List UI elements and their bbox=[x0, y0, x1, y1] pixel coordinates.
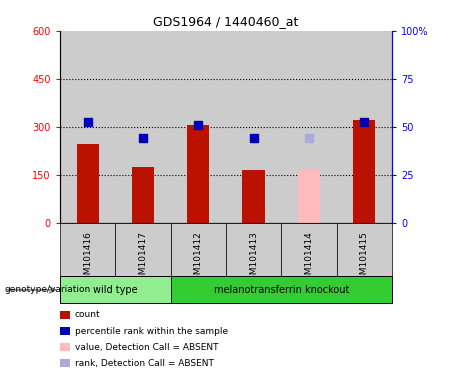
FancyBboxPatch shape bbox=[171, 223, 226, 276]
Point bbox=[305, 135, 313, 141]
Bar bbox=[77, 144, 99, 223]
Text: GSM101415: GSM101415 bbox=[360, 231, 369, 286]
Bar bbox=[132, 167, 154, 223]
Point bbox=[250, 135, 257, 141]
Bar bbox=[187, 125, 209, 223]
Text: GSM101416: GSM101416 bbox=[83, 231, 92, 286]
Text: percentile rank within the sample: percentile rank within the sample bbox=[75, 326, 228, 336]
Text: GSM101414: GSM101414 bbox=[304, 231, 313, 286]
Text: GSM101413: GSM101413 bbox=[249, 231, 258, 286]
Point bbox=[84, 119, 91, 125]
Bar bbox=[298, 170, 320, 223]
FancyBboxPatch shape bbox=[115, 223, 171, 276]
FancyBboxPatch shape bbox=[60, 223, 115, 276]
FancyBboxPatch shape bbox=[226, 223, 281, 276]
Text: rank, Detection Call = ABSENT: rank, Detection Call = ABSENT bbox=[75, 359, 213, 368]
Text: value, Detection Call = ABSENT: value, Detection Call = ABSENT bbox=[75, 343, 218, 352]
FancyBboxPatch shape bbox=[171, 276, 392, 303]
Text: wild type: wild type bbox=[93, 285, 137, 295]
Point bbox=[361, 119, 368, 125]
Text: genotype/variation: genotype/variation bbox=[5, 285, 91, 295]
FancyBboxPatch shape bbox=[281, 223, 337, 276]
Text: count: count bbox=[75, 310, 100, 319]
Text: GSM101412: GSM101412 bbox=[194, 231, 203, 286]
FancyBboxPatch shape bbox=[60, 276, 171, 303]
Point bbox=[195, 122, 202, 128]
Point bbox=[139, 135, 147, 141]
Bar bbox=[353, 120, 375, 223]
Title: GDS1964 / 1440460_at: GDS1964 / 1440460_at bbox=[153, 15, 299, 28]
Bar bbox=[242, 170, 265, 223]
FancyBboxPatch shape bbox=[337, 223, 392, 276]
Text: GSM101417: GSM101417 bbox=[138, 231, 148, 286]
Text: melanotransferrin knockout: melanotransferrin knockout bbox=[213, 285, 349, 295]
